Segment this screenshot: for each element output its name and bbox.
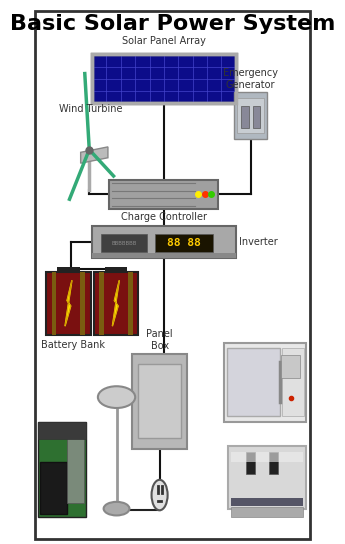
Text: Wind Turbine: Wind Turbine xyxy=(59,104,122,114)
Bar xyxy=(241,106,248,128)
Bar xyxy=(128,272,133,335)
Bar xyxy=(92,226,236,258)
Bar xyxy=(228,446,306,509)
Bar xyxy=(92,54,236,103)
Text: Emergency
Generator: Emergency Generator xyxy=(223,68,278,90)
Bar xyxy=(231,453,303,462)
Bar xyxy=(80,272,85,335)
Bar xyxy=(231,507,303,517)
Text: 88 88: 88 88 xyxy=(167,238,201,248)
Bar xyxy=(99,272,104,335)
Bar xyxy=(105,267,127,272)
Bar xyxy=(38,422,86,517)
Bar xyxy=(92,54,236,103)
Bar xyxy=(138,364,181,438)
Bar xyxy=(57,267,80,272)
Text: Basic Solar Power System: Basic Solar Power System xyxy=(10,15,335,34)
Bar xyxy=(234,92,267,139)
Bar xyxy=(109,180,218,209)
Bar xyxy=(246,452,255,474)
Bar xyxy=(38,422,86,438)
Ellipse shape xyxy=(98,386,135,408)
Bar xyxy=(224,343,306,422)
Polygon shape xyxy=(112,281,119,326)
Bar xyxy=(67,436,84,503)
Polygon shape xyxy=(65,281,72,326)
Bar xyxy=(40,462,67,514)
Bar xyxy=(155,234,213,252)
Bar xyxy=(51,272,57,335)
Ellipse shape xyxy=(104,502,129,516)
Text: Charge Controller: Charge Controller xyxy=(121,212,207,222)
Text: Battery Bank: Battery Bank xyxy=(41,340,106,350)
Bar xyxy=(231,498,303,506)
Text: Solar Panel Array: Solar Panel Array xyxy=(122,36,206,46)
Text: BBBBBBB: BBBBBBB xyxy=(111,240,136,246)
Bar xyxy=(93,272,138,335)
Bar xyxy=(237,98,264,133)
Polygon shape xyxy=(81,147,108,163)
Bar xyxy=(227,348,280,416)
Text: Inverter: Inverter xyxy=(238,237,277,247)
Bar xyxy=(269,452,278,474)
Bar xyxy=(132,354,187,449)
Bar xyxy=(282,348,304,416)
Bar xyxy=(101,234,147,252)
Text: Panel
Box: Panel Box xyxy=(146,329,173,351)
Bar xyxy=(253,106,260,128)
Circle shape xyxy=(151,480,168,510)
Bar xyxy=(92,253,236,258)
Bar xyxy=(282,355,300,378)
Bar xyxy=(46,272,91,335)
